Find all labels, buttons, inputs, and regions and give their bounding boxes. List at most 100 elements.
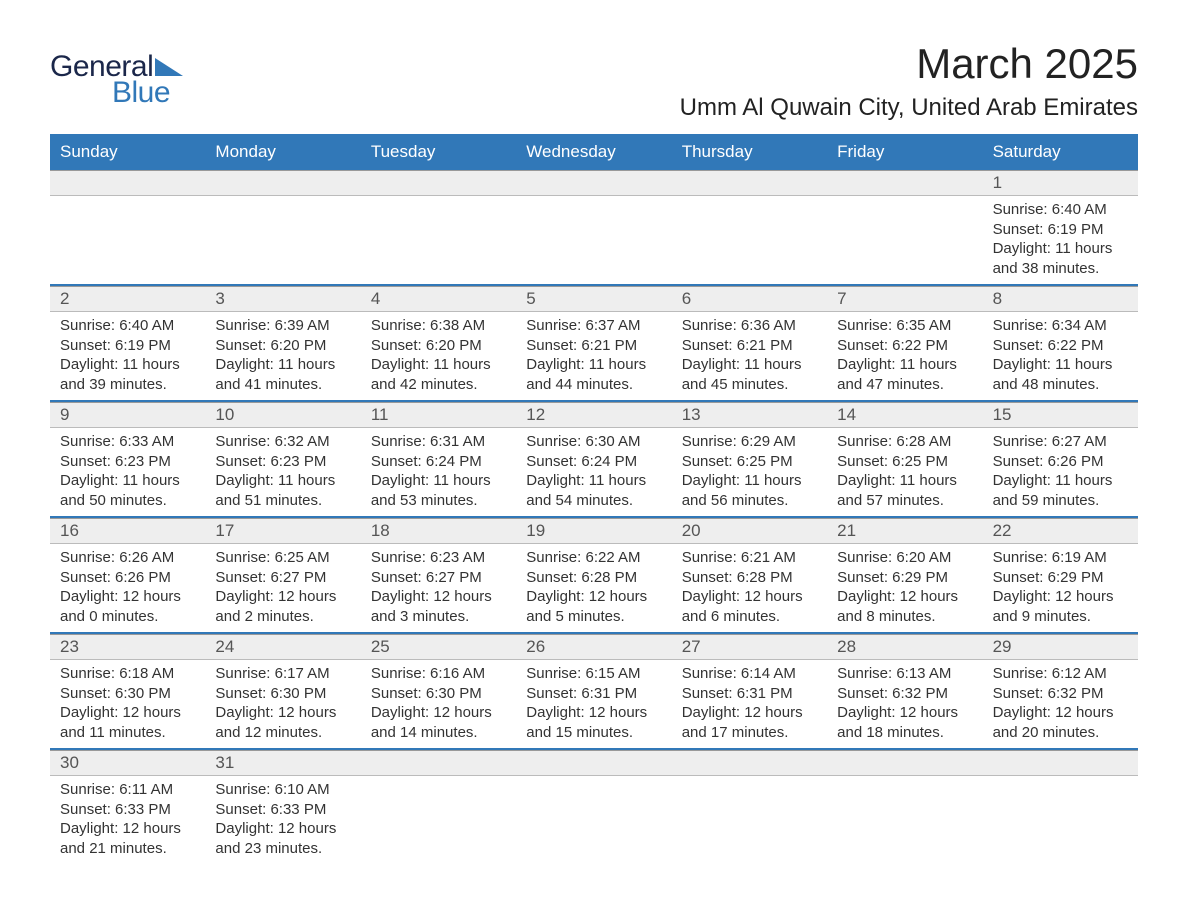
weeks-container: 1Sunrise: 6:40 AMSunset: 6:19 PMDaylight…	[50, 170, 1138, 864]
day-daylight1: Daylight: 12 hours	[993, 703, 1128, 723]
day-label-fri: Friday	[827, 134, 982, 170]
day-daylight2: and 56 minutes.	[682, 491, 817, 511]
day-daylight2: and 14 minutes.	[371, 723, 506, 743]
day-sunset: Sunset: 6:24 PM	[526, 452, 661, 472]
day-number	[672, 751, 827, 775]
calendar-week: 2345678Sunrise: 6:40 AMSunset: 6:19 PMDa…	[50, 286, 1138, 402]
day-daylight1: Daylight: 11 hours	[526, 355, 661, 375]
day-body-row: Sunrise: 6:18 AMSunset: 6:30 PMDaylight:…	[50, 660, 1138, 748]
day-number-row: 3031	[50, 751, 1138, 776]
day-daylight1: Daylight: 11 hours	[60, 355, 195, 375]
day-daylight2: and 42 minutes.	[371, 375, 506, 395]
day-label-wed: Wednesday	[516, 134, 671, 170]
day-daylight2: and 59 minutes.	[993, 491, 1128, 511]
day-sunrise: Sunrise: 6:13 AM	[837, 664, 972, 684]
day-cell: Sunrise: 6:11 AMSunset: 6:33 PMDaylight:…	[50, 776, 205, 864]
day-cell	[50, 196, 205, 284]
day-cell: Sunrise: 6:26 AMSunset: 6:26 PMDaylight:…	[50, 544, 205, 632]
day-daylight1: Daylight: 11 hours	[682, 355, 817, 375]
day-daylight2: and 57 minutes.	[837, 491, 972, 511]
day-cell: Sunrise: 6:34 AMSunset: 6:22 PMDaylight:…	[983, 312, 1138, 400]
day-number: 10	[205, 403, 360, 427]
day-sunset: Sunset: 6:23 PM	[215, 452, 350, 472]
day-number-row: 2345678	[50, 287, 1138, 312]
day-daylight2: and 0 minutes.	[60, 607, 195, 627]
day-daylight2: and 6 minutes.	[682, 607, 817, 627]
day-cell: Sunrise: 6:33 AMSunset: 6:23 PMDaylight:…	[50, 428, 205, 516]
calendar-week: 16171819202122Sunrise: 6:26 AMSunset: 6:…	[50, 518, 1138, 634]
logo-word-blue: Blue	[112, 76, 183, 110]
day-number: 16	[50, 519, 205, 543]
day-sunrise: Sunrise: 6:29 AM	[682, 432, 817, 452]
day-sunrise: Sunrise: 6:40 AM	[60, 316, 195, 336]
day-sunset: Sunset: 6:26 PM	[993, 452, 1128, 472]
day-sunrise: Sunrise: 6:33 AM	[60, 432, 195, 452]
day-number: 29	[983, 635, 1138, 659]
day-sunset: Sunset: 6:32 PM	[837, 684, 972, 704]
day-daylight1: Daylight: 11 hours	[371, 355, 506, 375]
day-daylight1: Daylight: 12 hours	[60, 703, 195, 723]
day-number: 3	[205, 287, 360, 311]
day-cell: Sunrise: 6:16 AMSunset: 6:30 PMDaylight:…	[361, 660, 516, 748]
day-cell: Sunrise: 6:39 AMSunset: 6:20 PMDaylight:…	[205, 312, 360, 400]
day-number: 26	[516, 635, 671, 659]
day-sunrise: Sunrise: 6:12 AM	[993, 664, 1128, 684]
day-cell	[516, 776, 671, 864]
day-cell: Sunrise: 6:14 AMSunset: 6:31 PMDaylight:…	[672, 660, 827, 748]
day-cell: Sunrise: 6:22 AMSunset: 6:28 PMDaylight:…	[516, 544, 671, 632]
day-sunrise: Sunrise: 6:32 AM	[215, 432, 350, 452]
day-label-thu: Thursday	[672, 134, 827, 170]
day-sunrise: Sunrise: 6:22 AM	[526, 548, 661, 568]
day-label-sun: Sunday	[50, 134, 205, 170]
day-daylight2: and 5 minutes.	[526, 607, 661, 627]
day-cell: Sunrise: 6:37 AMSunset: 6:21 PMDaylight:…	[516, 312, 671, 400]
day-cell: Sunrise: 6:21 AMSunset: 6:28 PMDaylight:…	[672, 544, 827, 632]
day-daylight2: and 17 minutes.	[682, 723, 817, 743]
day-cell: Sunrise: 6:40 AMSunset: 6:19 PMDaylight:…	[983, 196, 1138, 284]
day-sunrise: Sunrise: 6:28 AM	[837, 432, 972, 452]
day-daylight1: Daylight: 11 hours	[837, 355, 972, 375]
day-cell: Sunrise: 6:32 AMSunset: 6:23 PMDaylight:…	[205, 428, 360, 516]
day-sunset: Sunset: 6:29 PM	[837, 568, 972, 588]
day-number	[361, 751, 516, 775]
calendar-header-row: Sunday Monday Tuesday Wednesday Thursday…	[50, 134, 1138, 170]
day-number: 21	[827, 519, 982, 543]
day-number: 19	[516, 519, 671, 543]
day-number: 22	[983, 519, 1138, 543]
day-daylight2: and 11 minutes.	[60, 723, 195, 743]
day-number	[516, 751, 671, 775]
day-sunrise: Sunrise: 6:23 AM	[371, 548, 506, 568]
day-number	[983, 751, 1138, 775]
day-sunset: Sunset: 6:26 PM	[60, 568, 195, 588]
day-sunset: Sunset: 6:28 PM	[682, 568, 817, 588]
day-cell: Sunrise: 6:35 AMSunset: 6:22 PMDaylight:…	[827, 312, 982, 400]
day-daylight1: Daylight: 12 hours	[682, 703, 817, 723]
day-sunrise: Sunrise: 6:20 AM	[837, 548, 972, 568]
logo-wedge-icon	[155, 58, 183, 76]
day-sunset: Sunset: 6:33 PM	[60, 800, 195, 820]
day-body-row: Sunrise: 6:26 AMSunset: 6:26 PMDaylight:…	[50, 544, 1138, 632]
day-sunset: Sunset: 6:20 PM	[215, 336, 350, 356]
day-cell: Sunrise: 6:40 AMSunset: 6:19 PMDaylight:…	[50, 312, 205, 400]
day-daylight1: Daylight: 12 hours	[526, 587, 661, 607]
day-number: 31	[205, 751, 360, 775]
day-cell	[361, 776, 516, 864]
day-number: 17	[205, 519, 360, 543]
day-body-row: Sunrise: 6:40 AMSunset: 6:19 PMDaylight:…	[50, 312, 1138, 400]
day-daylight2: and 21 minutes.	[60, 839, 195, 859]
day-daylight1: Daylight: 11 hours	[215, 471, 350, 491]
day-sunrise: Sunrise: 6:18 AM	[60, 664, 195, 684]
day-daylight2: and 3 minutes.	[371, 607, 506, 627]
day-number: 5	[516, 287, 671, 311]
day-sunset: Sunset: 6:22 PM	[837, 336, 972, 356]
day-cell	[827, 776, 982, 864]
day-cell: Sunrise: 6:13 AMSunset: 6:32 PMDaylight:…	[827, 660, 982, 748]
day-number: 11	[361, 403, 516, 427]
day-number: 2	[50, 287, 205, 311]
day-cell	[672, 776, 827, 864]
day-sunset: Sunset: 6:22 PM	[993, 336, 1128, 356]
day-daylight2: and 48 minutes.	[993, 375, 1128, 395]
day-daylight1: Daylight: 12 hours	[371, 587, 506, 607]
day-number: 24	[205, 635, 360, 659]
day-daylight2: and 44 minutes.	[526, 375, 661, 395]
